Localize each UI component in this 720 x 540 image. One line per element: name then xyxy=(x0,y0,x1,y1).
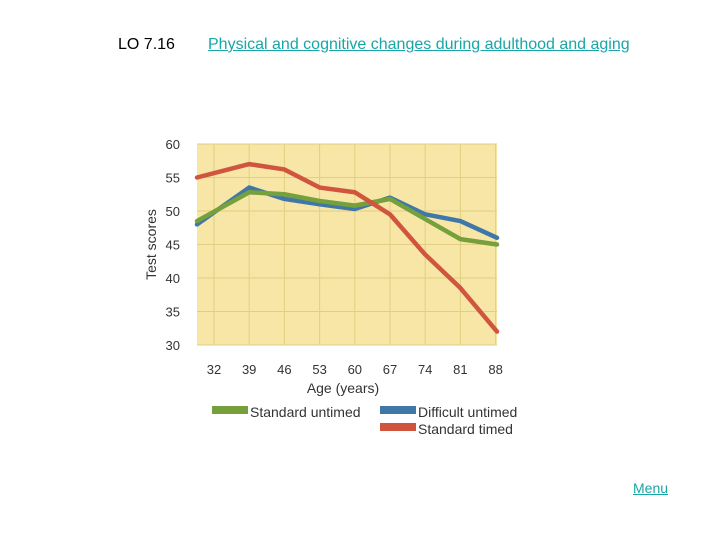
x-tick-label: 88 xyxy=(488,362,502,377)
line-chart: 30 35 40 45 50 55 60 32 39 46 53 60 67 74 81 88 Test s… xyxy=(143,137,517,437)
y-tick-label: 40 xyxy=(166,271,180,286)
x-tick-labels: 32 39 46 53 60 67 74 81 88 xyxy=(207,362,503,377)
series-line-standard-timed xyxy=(194,161,500,334)
grid-lines xyxy=(197,143,497,346)
x-tick-label: 74 xyxy=(418,362,432,377)
y-tick-label: 60 xyxy=(166,137,180,152)
y-axis-title: Test scores xyxy=(143,209,159,280)
legend: Standard untimed Difficult untimedStandar… xyxy=(212,404,517,437)
x-tick-label: 39 xyxy=(242,362,256,377)
series-lines xyxy=(194,161,500,334)
x-axis-title: Age (years) xyxy=(307,380,379,396)
y-tick-label: 30 xyxy=(166,338,180,353)
x-tick-label: 46 xyxy=(277,362,291,377)
x-tick-label: 32 xyxy=(207,362,221,377)
legend-swatch-standard-timed xyxy=(380,423,416,431)
legend-label-standard-timed: Standard timed xyxy=(418,421,513,437)
legend-swatch-difficult-untimed xyxy=(380,406,416,414)
legend-label-difficult-untimed: Difficult untimed xyxy=(418,404,517,420)
series-line-standard-untimed xyxy=(194,189,500,247)
x-tick-label: 81 xyxy=(453,362,467,377)
x-tick-label: 60 xyxy=(348,362,362,377)
y-tick-label: 45 xyxy=(166,238,180,253)
legend-label-standard-untimed: Standard untimed xyxy=(250,404,361,420)
menu-link[interactable]: Menu xyxy=(633,480,669,496)
x-tick-label: 53 xyxy=(312,362,326,377)
title-link[interactable]: Physical and cognitive changes during ad… xyxy=(208,36,630,53)
y-tick-label: 50 xyxy=(166,204,180,219)
legend-swatch-standard-untimed xyxy=(212,406,248,414)
y-tick-label: 55 xyxy=(166,171,180,186)
lo-label: LO 7.16 xyxy=(118,36,175,53)
y-tick-label: 35 xyxy=(166,305,180,320)
y-tick-labels: 30 35 40 45 50 55 60 xyxy=(166,137,180,353)
x-tick-label: 67 xyxy=(383,362,397,377)
